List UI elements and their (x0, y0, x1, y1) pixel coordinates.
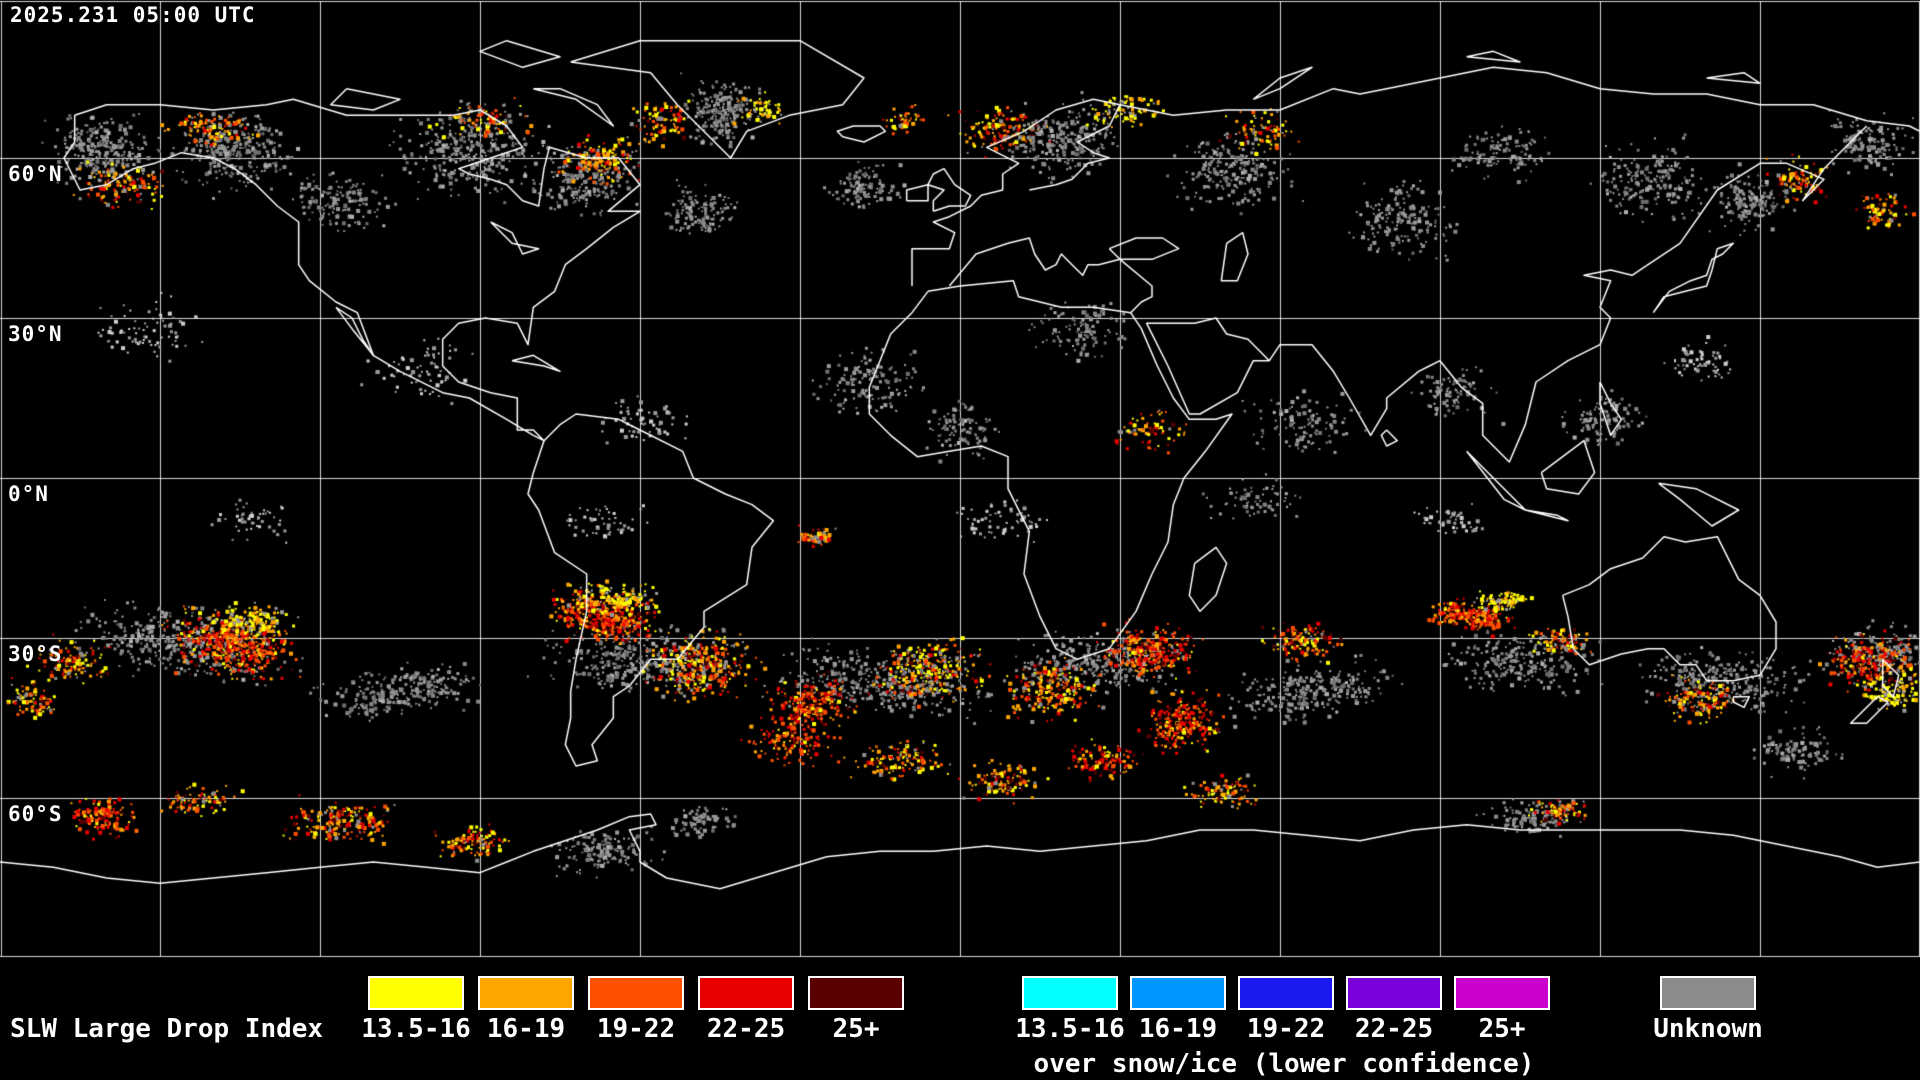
legend-swatch-label: 13.5-16 (361, 1014, 471, 1044)
legend-swatch (588, 976, 684, 1010)
legend-swatch-label: 16-19 (1138, 1014, 1218, 1044)
legend-title: SLW Large Drop Index (10, 1014, 324, 1044)
legend-swatch-unknown (1660, 976, 1756, 1010)
latitude-label: 30°S (8, 642, 63, 666)
legend-swatch-label: 16-19 (486, 1014, 566, 1044)
legend-swatch-label: 19-22 (1246, 1014, 1326, 1044)
legend-swatch-label: 19-22 (596, 1014, 676, 1044)
legend-swatch (1346, 976, 1442, 1010)
legend-swatch (1022, 976, 1118, 1010)
legend-swatch (698, 976, 794, 1010)
legend-swatch-label: 25+ (832, 1014, 880, 1044)
legend-swatch-label: 13.5-16 (1015, 1014, 1125, 1044)
legend-swatch (478, 976, 574, 1010)
latitude-label: 60°N (8, 162, 63, 186)
legend-swatch (808, 976, 904, 1010)
legend-swatch (368, 976, 464, 1010)
legend-swatch-label: 22-25 (1354, 1014, 1434, 1044)
timestamp: 2025.231 05:00 UTC (10, 3, 256, 27)
legend-swatch (1130, 976, 1226, 1010)
legend-swatch (1454, 976, 1550, 1010)
latitude-label: 60°S (8, 802, 63, 826)
legend-unknown-label: Unknown (1653, 1014, 1763, 1044)
latitude-label: 0°N (8, 482, 49, 506)
latitude-label: 30°N (8, 322, 63, 346)
legend-swatch-label: 22-25 (706, 1014, 786, 1044)
legend-cool-caption: over snow/ice (lower confidence) (1033, 1049, 1535, 1079)
legend-swatch (1238, 976, 1334, 1010)
legend-swatch-label: 25+ (1478, 1014, 1526, 1044)
